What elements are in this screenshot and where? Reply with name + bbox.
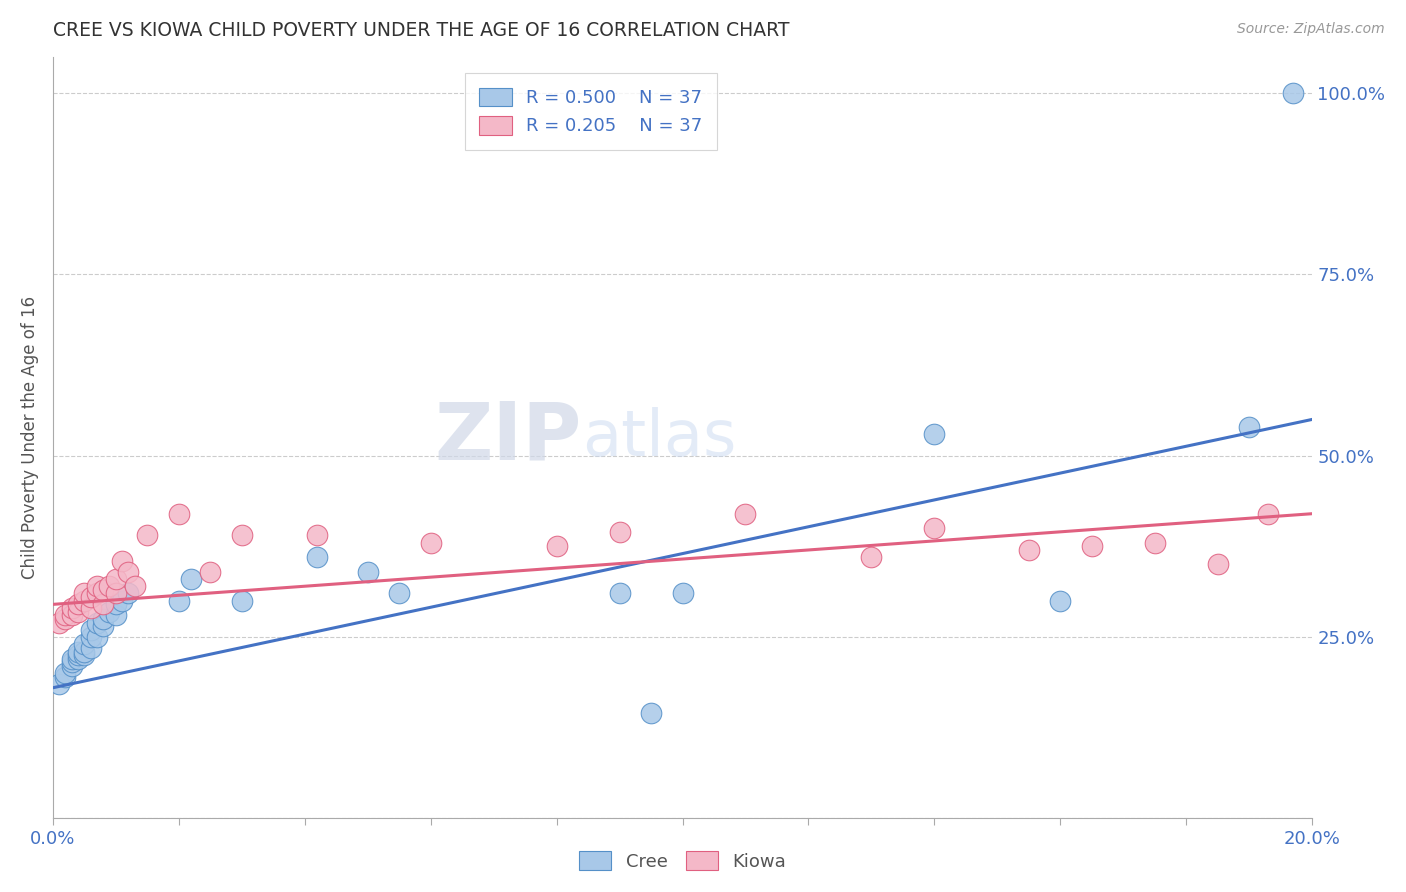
- Point: [1239, 419, 1261, 434]
- Point: [91, 582, 114, 597]
- Point: [66, 598, 89, 612]
- Point: [1018, 543, 1040, 558]
- Point: [111, 593, 134, 607]
- Point: [117, 565, 139, 579]
- Point: [640, 706, 662, 721]
- Point: [136, 528, 159, 542]
- Point: [91, 598, 114, 612]
- Point: [86, 615, 108, 630]
- Point: [1206, 558, 1229, 572]
- Point: [66, 652, 89, 666]
- Point: [609, 586, 631, 600]
- Point: [73, 644, 96, 658]
- Point: [231, 593, 253, 607]
- Point: [388, 586, 411, 600]
- Point: [1081, 539, 1104, 553]
- Point: [86, 579, 108, 593]
- Y-axis label: Child Poverty Under the Age of 16: Child Poverty Under the Age of 16: [21, 296, 39, 579]
- Point: [79, 590, 101, 604]
- Point: [924, 521, 946, 535]
- Point: [73, 637, 96, 651]
- Point: [180, 572, 202, 586]
- Point: [53, 612, 76, 626]
- Point: [307, 528, 329, 542]
- Point: [66, 644, 89, 658]
- Point: [79, 623, 101, 637]
- Point: [1049, 593, 1071, 607]
- Point: [356, 565, 378, 579]
- Point: [79, 630, 101, 644]
- Point: [60, 652, 83, 666]
- Point: [1257, 507, 1279, 521]
- Text: atlas: atlas: [582, 407, 737, 468]
- Point: [609, 524, 631, 539]
- Point: [419, 535, 441, 549]
- Point: [86, 586, 108, 600]
- Point: [104, 598, 127, 612]
- Point: [48, 615, 70, 630]
- Point: [117, 586, 139, 600]
- Text: ZIP: ZIP: [434, 399, 582, 476]
- Point: [66, 605, 89, 619]
- Point: [98, 605, 121, 619]
- Point: [124, 579, 146, 593]
- Point: [91, 612, 114, 626]
- Point: [734, 507, 756, 521]
- Point: [79, 601, 101, 615]
- Point: [167, 507, 190, 521]
- Point: [1143, 535, 1166, 549]
- Point: [53, 608, 76, 623]
- Point: [73, 593, 96, 607]
- Point: [104, 572, 127, 586]
- Point: [104, 586, 127, 600]
- Point: [924, 426, 946, 441]
- Point: [231, 528, 253, 542]
- Point: [1282, 86, 1305, 100]
- Point: [53, 666, 76, 681]
- Point: [86, 630, 108, 644]
- Point: [98, 579, 121, 593]
- Point: [73, 586, 96, 600]
- Point: [671, 586, 693, 600]
- Point: [66, 648, 89, 662]
- Point: [60, 659, 83, 673]
- Point: [546, 539, 568, 553]
- Point: [53, 670, 76, 684]
- Point: [79, 640, 101, 655]
- Text: Source: ZipAtlas.com: Source: ZipAtlas.com: [1237, 22, 1385, 37]
- Text: CREE VS KIOWA CHILD POVERTY UNDER THE AGE OF 16 CORRELATION CHART: CREE VS KIOWA CHILD POVERTY UNDER THE AG…: [52, 21, 789, 40]
- Point: [198, 565, 221, 579]
- Point: [60, 656, 83, 670]
- Point: [48, 677, 70, 691]
- Point: [60, 601, 83, 615]
- Point: [860, 550, 883, 565]
- Point: [73, 648, 96, 662]
- Point: [104, 608, 127, 623]
- Point: [60, 608, 83, 623]
- Point: [307, 550, 329, 565]
- Legend: Cree, Kiowa: Cree, Kiowa: [571, 844, 793, 878]
- Point: [167, 593, 190, 607]
- Point: [111, 554, 134, 568]
- Point: [91, 619, 114, 633]
